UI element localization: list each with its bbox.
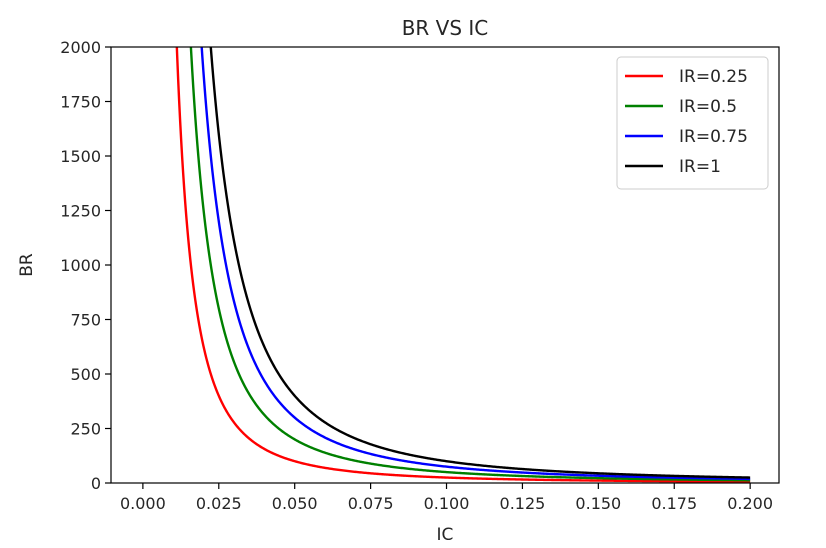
y-tick-label-6: 1500	[60, 147, 101, 166]
y-tick-label-2: 500	[70, 365, 101, 384]
x-tick-label-5: 0.125	[500, 494, 546, 513]
x-tick-label-6: 0.150	[575, 494, 621, 513]
legend-box	[616, 56, 769, 190]
x-tick-label-4: 0.100	[424, 494, 470, 513]
y-tick-label-7: 1750	[60, 93, 101, 112]
plot-area: 0.000 0.025 0.050 0.075 0.100 0.125 0.150 0.175…	[60, 38, 780, 513]
y-tick-label-0: 0	[91, 474, 101, 493]
chart-title: BR VS IC	[402, 16, 489, 40]
legend-label-3: IR=1	[679, 157, 721, 177]
y-axis-label: BR	[17, 253, 37, 277]
x-tick-label-8: 0.200	[727, 494, 773, 513]
y-tick-label-8: 2000	[60, 38, 101, 57]
x-tick-label-2: 0.050	[272, 494, 318, 513]
y-tick-label-1: 250	[70, 420, 101, 439]
x-axis-label: IC	[437, 525, 454, 544]
y-tick-label-3: 750	[70, 311, 101, 330]
series-line-2	[200, 47, 751, 481]
legend-label-2: IR=0.75	[679, 127, 748, 147]
legend-label-1: IR=0.5	[679, 97, 737, 117]
x-tick-label-0: 0.000	[120, 494, 166, 513]
y-tick-label-5: 1250	[60, 202, 101, 221]
legend-label-0: IR=0.25	[679, 67, 748, 87]
series-line-1	[189, 47, 751, 482]
series-line-3	[209, 47, 751, 479]
x-tick-label-1: 0.025	[196, 494, 242, 513]
x-tick-label-3: 0.075	[348, 494, 394, 513]
x-tick-label-7: 0.175	[651, 494, 697, 513]
y-tick-label-4: 1000	[60, 256, 101, 275]
series-line-0	[175, 47, 751, 483]
